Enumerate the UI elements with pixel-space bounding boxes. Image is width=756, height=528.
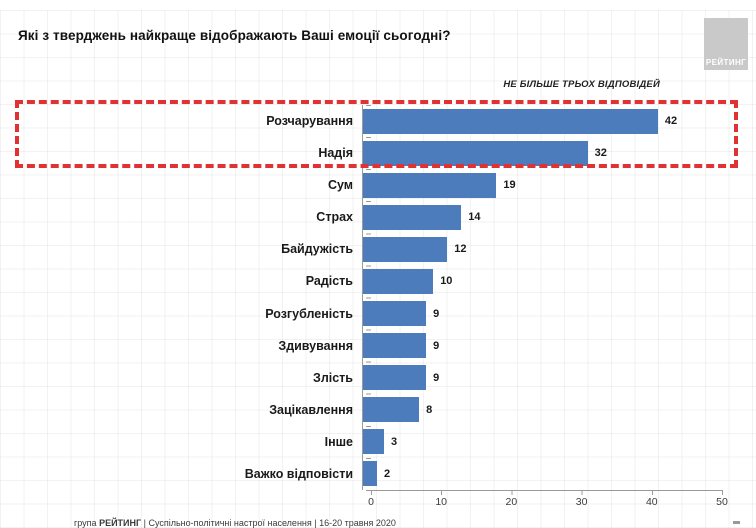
chart-row: Сум 19 [0,169,756,202]
chart-row: Радість 10 [0,265,756,298]
value-label: 9 [433,371,440,384]
bar-chart: Розчарування 42 Надія 32 Сум 19 Страх 14 Байдужі… [0,105,756,490]
page-title: Які з тверджень найкраще відображають Ва… [18,28,451,43]
category-label: Важко відповісти [244,466,353,481]
x-tick-label: 0 [368,496,374,508]
value-label: 3 [391,435,398,448]
rating-logo-text: РЕЙТИНГ [705,58,747,67]
x-tick-label: 40 [645,496,658,508]
category-label: Злість [312,370,353,385]
value-label: 19 [503,179,516,192]
bar [363,461,378,487]
bar-track: 9 [362,361,756,394]
chart-row: Розгубленість 9 [0,297,756,330]
bar-track: 9 [362,329,756,362]
value-label: 42 [664,115,678,128]
bar [363,108,658,134]
value-label: 32 [594,147,607,160]
category-label: Розгубленість [265,306,353,321]
chart-row: Важко відповісти 2 [0,457,756,490]
bar [363,429,385,455]
chart-row: Інше 3 [0,425,756,458]
chart-row: Страх 14 [0,201,756,234]
bar [363,172,497,198]
bar-track: 9 [362,297,756,330]
bar-track: 32 [362,137,756,170]
bar-track: 2 [362,457,756,490]
chart-row: Здивування 9 [0,329,756,362]
bar [363,268,434,294]
bar [363,365,427,391]
value-label: 2 [384,467,391,480]
bar-track: 14 [362,201,756,234]
bar [363,140,588,166]
category-label: Сум [327,178,353,193]
bar [363,236,448,262]
x-tick-label: 20 [505,496,518,508]
footer-rest: | Суспільно-політичні настрої населення … [141,518,396,528]
chart-row: Розчарування 42 [0,105,756,138]
category-label: Байдужість [281,242,353,257]
value-label: 12 [454,243,467,256]
chart-row: Байдужість 12 [0,233,756,266]
x-tick-label: 50 [716,496,728,508]
category-label: Розчарування [266,114,353,129]
bar [363,333,427,359]
category-label: Зацікавлення [269,402,353,417]
page-number-mark [733,521,740,524]
bar-track: 42 [362,105,756,138]
chart-row: Зацікавлення 8 [0,393,756,426]
bar [363,397,420,423]
category-label: Страх [316,210,353,225]
category-label: Інше [324,434,353,449]
value-label: 9 [433,339,440,352]
value-label: 9 [433,307,440,320]
rating-logo: РЕЙТИНГ [704,18,748,70]
chart-rows: Розчарування 42 Надія 32 Сум 19 Страх 14 Байдужі… [0,105,756,490]
footer-prefix: група [74,518,100,528]
value-label: 14 [468,211,481,224]
x-tick-label: 30 [575,496,588,508]
bar [363,204,462,230]
bar-track: 12 [362,233,756,266]
footer-brand: РЕЙТИНГ [99,518,142,528]
chart-note: НЕ БІЛЬШЕ ТРЬОХ ВІДПОВІДЕЙ [503,79,660,90]
x-axis-line [371,490,723,491]
category-label: Радість [305,274,353,289]
category-label: Здивування [278,338,353,353]
chart-row: Надія 32 [0,137,756,170]
footer: група РЕЙТИНГ | Суспільно-політичні наст… [74,518,396,528]
bar [363,301,427,326]
value-label: 8 [426,403,433,416]
category-label: Надія [318,146,353,161]
value-label: 10 [440,275,453,288]
chart-row: Злість 9 [0,361,756,394]
bar-track: 8 [362,393,756,426]
bar-track: 19 [362,169,756,202]
x-tick-label: 10 [435,496,448,508]
bar-track: 3 [362,425,756,458]
bar-track: 10 [362,265,756,298]
